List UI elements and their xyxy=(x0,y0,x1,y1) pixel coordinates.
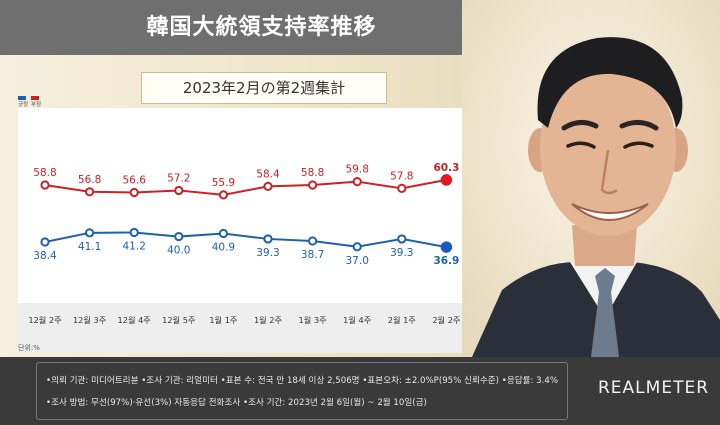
chart-area: 긍정 부정 58.8 56.8 56.6 57.2 55.9 58.4 58.8 59.8 57… xyxy=(14,90,522,358)
data-label-negative: 60.3 xyxy=(433,162,459,174)
data-label-positive: 37.0 xyxy=(346,255,369,267)
data-label-negative: 59.8 xyxy=(346,164,369,176)
data-point-positive xyxy=(263,234,273,244)
data-label-negative: 58.8 xyxy=(33,167,56,179)
x-tick-label: 1월 2주 xyxy=(254,315,283,325)
x-tick-label: 1월 3주 xyxy=(299,315,328,325)
unit-label: 단위:% xyxy=(18,344,40,352)
x-tick-label: 12월 4주 xyxy=(118,315,152,325)
data-point-positive xyxy=(174,231,184,242)
data-label-positive: 40.0 xyxy=(167,245,190,257)
data-label-negative: 56.8 xyxy=(78,174,101,186)
data-label-positive: 38.4 xyxy=(33,250,57,262)
data-label-negative: 56.6 xyxy=(123,174,147,186)
data-point-positive xyxy=(218,228,228,239)
data-label-positive: 40.9 xyxy=(212,242,235,254)
x-axis: 12월 2주 12월 3주 12월 4주 12월 5주 1월 1주 1월 2주 1월 3주 1… xyxy=(28,315,461,325)
data-label-positive: 36.9 xyxy=(433,255,459,267)
x-tick-label: 12월 2주 xyxy=(28,315,62,325)
data-point-negative xyxy=(263,181,273,191)
title-bar xyxy=(0,0,523,55)
data-point-negative xyxy=(440,174,453,186)
realmeter-logo: REALMETER xyxy=(598,378,709,398)
legend: 긍정 부정 xyxy=(18,96,41,108)
legend-positive-label: 긍정 xyxy=(18,101,28,108)
legend-negative-swatch xyxy=(31,96,39,100)
legend-positive-swatch xyxy=(18,96,26,100)
data-label-positive: 41.1 xyxy=(78,241,101,253)
data-label-negative: 58.4 xyxy=(256,168,280,180)
data-label-negative: 55.9 xyxy=(212,177,235,189)
x-tick-label: 12월 3주 xyxy=(73,315,107,325)
data-point-positive xyxy=(397,234,407,244)
legend-negative-label: 부정 xyxy=(31,101,41,108)
president-portrait xyxy=(462,0,720,357)
data-point-negative xyxy=(308,180,318,190)
data-point-negative xyxy=(397,183,407,194)
series-line-negative xyxy=(44,178,447,196)
data-label-negative: 57.2 xyxy=(167,172,190,184)
data-point-positive xyxy=(85,228,95,238)
x-tick-label: 2월 1주 xyxy=(388,315,417,325)
survey-info-line-2: •조사 방법: 무선(97%)·유선(3%) 자동응답 전화조사 •조사 기간:… xyxy=(46,398,427,408)
data-point-negative xyxy=(40,180,50,190)
x-tick-label: 1월 1주 xyxy=(209,315,238,325)
data-label-negative: 57.8 xyxy=(390,170,413,182)
page-title: 韓国大統領支持率推移 xyxy=(146,14,377,40)
data-label-positive: 39.3 xyxy=(390,247,413,259)
x-tick-label: 2월 2주 xyxy=(432,315,461,325)
data-label-positive: 39.3 xyxy=(256,247,279,259)
x-tick-label: 12월 5주 xyxy=(162,315,196,325)
data-point-positive xyxy=(40,237,50,247)
data-label-positive: 41.2 xyxy=(123,240,146,252)
data-label-positive: 38.7 xyxy=(301,249,324,261)
data-point-negative xyxy=(218,190,228,200)
category-band xyxy=(18,303,518,353)
data-point-positive xyxy=(308,236,318,246)
survey-info-line-1: •의뢰 기관: 미디어트리뷴 •조사 기관: 리얼미터 •표본 수: 전국 만 … xyxy=(46,376,558,386)
survey-info-box xyxy=(36,362,568,420)
data-point-positive xyxy=(129,227,139,238)
data-point-negative xyxy=(174,185,184,196)
footer-bar xyxy=(0,357,720,425)
series-layer: 58.8 56.8 56.6 57.2 55.9 58.4 58.8 59.8 57.8 60.3… xyxy=(33,162,459,267)
data-label-negative: 58.8 xyxy=(301,167,324,179)
x-tick-label: 1월 4주 xyxy=(343,315,372,325)
data-point-negative xyxy=(352,177,362,187)
data-point-positive xyxy=(440,241,453,253)
chart-subtitle: 2023年2月の第2週集計 xyxy=(141,72,387,104)
line-chart: 긍정 부정 58.8 56.8 56.6 57.2 55.9 58.4 58.8 59.8 57… xyxy=(18,96,518,353)
data-point-positive xyxy=(352,242,362,252)
data-point-negative xyxy=(85,187,95,197)
series-line-positive xyxy=(44,231,447,249)
data-point-negative xyxy=(129,187,139,198)
